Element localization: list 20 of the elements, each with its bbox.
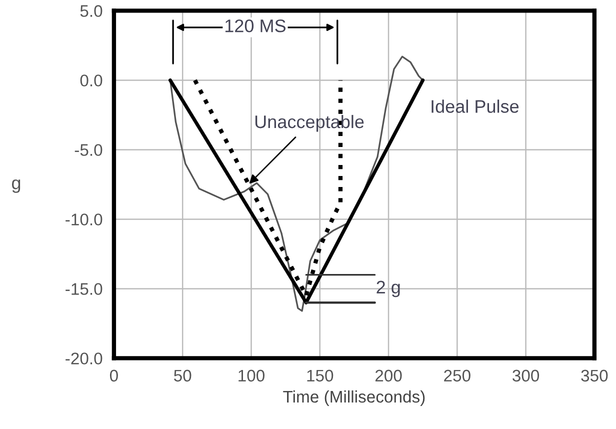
annotation: Ideal Pulse <box>432 100 519 113</box>
x-tick-label: 250 <box>444 370 470 382</box>
annotation: 2 g <box>376 280 400 298</box>
x-tick-label: 350 <box>581 370 608 382</box>
x-tick-label: 0 <box>110 370 118 382</box>
y-tick-label: 0.0 <box>80 74 102 86</box>
y-tick-label: -20.0 <box>66 352 102 364</box>
x-tick-label: 150 <box>307 370 334 382</box>
y-tick-label: -5.0 <box>74 144 102 156</box>
x-tick-label: 100 <box>238 370 264 382</box>
x-tick-label: 50 <box>174 370 192 382</box>
x-axis-title: Time (Milliseconds) <box>283 390 425 406</box>
annotation: 120 MS <box>225 19 286 32</box>
x-tick-label: 300 <box>512 370 540 382</box>
y-tick-label: -10.0 <box>66 214 102 226</box>
y-axis-title: g <box>12 179 20 193</box>
y-tick-label: -15.0 <box>66 283 102 295</box>
x-tick-label: 200 <box>375 370 402 382</box>
y-tick-label: 5.0 <box>80 5 102 17</box>
annotation: Unacceptable <box>255 114 364 132</box>
